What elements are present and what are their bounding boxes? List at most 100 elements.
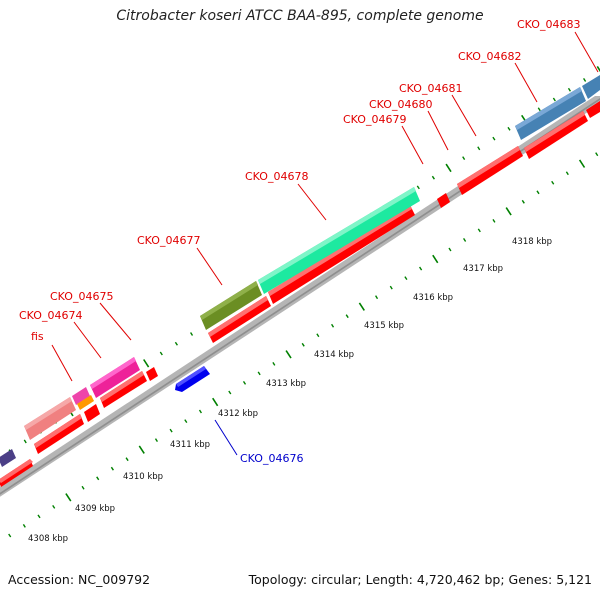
scale-labels: 4308 kbp 4309 kbp 4310 kbp 4311 kbp 4312… — [28, 237, 552, 544]
cds-block — [100, 371, 144, 402]
tick-mark — [462, 156, 466, 160]
scale-label: 4315 kbp — [364, 321, 404, 331]
cds-block — [208, 296, 268, 337]
gene-block — [90, 357, 140, 398]
tick-mark — [578, 159, 586, 168]
label-leader-lines — [51, 31, 599, 456]
gene-label-cko-04679: CKO_04679 — [343, 113, 406, 126]
cds-block-reverse — [175, 366, 210, 392]
gene-block — [258, 187, 416, 284]
gene-block — [200, 281, 258, 320]
gene-label-cko-04683: CKO_04683 — [517, 18, 580, 31]
scale-label: 4309 kbp — [75, 504, 115, 514]
tick-mark — [375, 295, 379, 300]
tick-mark — [190, 332, 194, 336]
tick-mark — [416, 185, 420, 190]
tick-mark — [52, 505, 56, 509]
gene-block — [0, 449, 16, 467]
tick-mark — [96, 476, 100, 481]
gene-label-cko-04680: CKO_04680 — [369, 98, 432, 111]
gene-block — [24, 397, 76, 440]
gene-block — [24, 397, 72, 430]
tick-mark — [565, 171, 569, 176]
tick-mark — [138, 445, 145, 454]
tick-mark — [583, 78, 587, 82]
tick-mark — [316, 333, 320, 338]
scale-label: 4311 kbp — [170, 440, 210, 450]
gene-block — [258, 187, 420, 294]
tick-mark — [432, 254, 439, 264]
gene-block — [582, 75, 600, 99]
tick-mark — [463, 238, 467, 242]
forward-cds-blocks — [0, 101, 600, 487]
tick-mark — [537, 107, 541, 112]
tick-mark — [159, 351, 163, 356]
tick-mark — [389, 285, 393, 290]
scale-label: 4313 kbp — [266, 379, 306, 389]
cds-block — [34, 414, 82, 448]
tick-mark — [174, 341, 178, 346]
gene-block — [77, 395, 94, 410]
tick-mark — [198, 409, 202, 414]
tick-mark — [154, 438, 158, 442]
tick-mark — [477, 146, 481, 151]
tick-mark — [143, 359, 150, 368]
tick-mark — [81, 485, 85, 490]
tick-mark — [65, 493, 72, 502]
tick-mark — [431, 175, 435, 180]
cds-block — [457, 146, 520, 188]
tick-mark — [228, 390, 232, 395]
gene-label-fis: fis — [31, 330, 44, 343]
gene-block — [72, 387, 90, 405]
map-title: Citrobacter koseri ATCC BAA-895, complet… — [116, 8, 484, 24]
tick-mark — [257, 371, 261, 376]
scale-label: 4308 kbp — [28, 534, 68, 544]
tick-mark — [37, 514, 41, 519]
tick-mark — [404, 276, 408, 280]
gene-label-cko-04678: CKO_04678 — [245, 170, 308, 183]
tick-mark — [507, 126, 511, 131]
scale-label: 4312 kbp — [218, 409, 258, 419]
tick-mark — [536, 190, 540, 195]
tick-mark — [212, 397, 219, 407]
tick-mark — [419, 266, 423, 271]
tick-mark — [110, 466, 114, 471]
tick-mark — [272, 362, 276, 366]
genome-summary-text: Topology: circular; Length: 4,720,462 bp… — [248, 572, 592, 587]
tick-mark — [492, 219, 496, 223]
tick-marks — [8, 65, 600, 538]
cds-block — [268, 205, 412, 296]
tick-mark — [448, 247, 452, 252]
gene-label-cko-04681: CKO_04681 — [399, 82, 462, 95]
tick-mark — [22, 524, 26, 528]
scale-label: 4310 kbp — [123, 472, 163, 482]
cds-block — [586, 101, 600, 118]
tick-mark — [521, 199, 525, 204]
scale-label: 4314 kbp — [314, 350, 354, 360]
tick-mark — [301, 342, 305, 347]
tick-mark — [285, 350, 292, 359]
tick-mark — [552, 97, 556, 102]
gene-block — [200, 281, 262, 330]
tick-mark — [551, 180, 555, 185]
tick-mark — [331, 323, 335, 328]
tick-mark — [242, 381, 247, 385]
accession-text: Accession: NC_009792 — [8, 572, 151, 587]
upper-gene-blocks — [0, 75, 600, 467]
tick-mark — [169, 428, 173, 433]
gene-labels: fis CKO_04674 CKO_04675 CKO_04676 CKO_04… — [19, 18, 580, 465]
tick-mark — [477, 228, 481, 233]
tick-mark — [358, 302, 365, 311]
cds-block — [84, 404, 100, 422]
tick-mark — [125, 457, 129, 462]
gene-label-cko-04677: CKO_04677 — [137, 234, 200, 247]
gene-label-cko-04674: CKO_04674 — [19, 309, 82, 322]
tick-mark — [567, 87, 571, 92]
tick-mark — [445, 163, 452, 173]
gene-label-cko-04676: CKO_04676 — [240, 452, 303, 465]
tick-mark — [23, 439, 27, 444]
tick-mark — [345, 314, 349, 319]
cds-block — [268, 205, 415, 304]
